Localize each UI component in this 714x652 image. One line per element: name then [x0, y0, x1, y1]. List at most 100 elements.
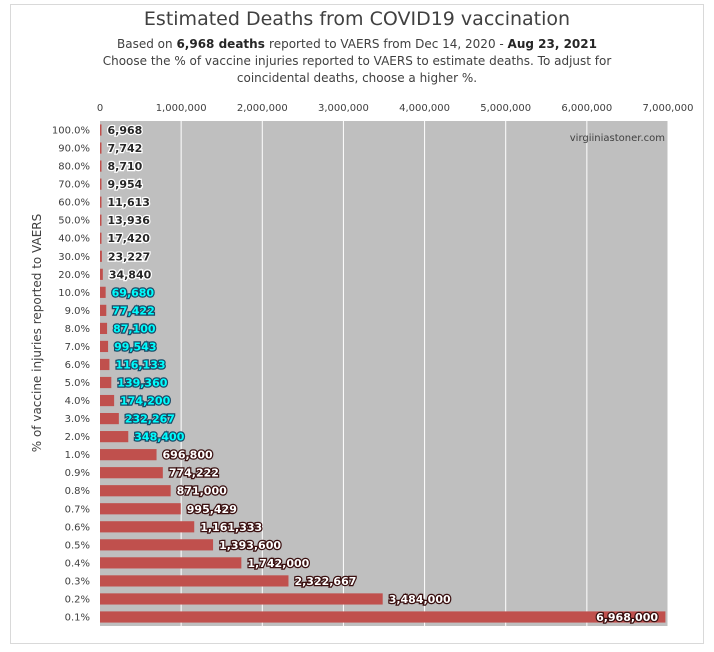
- y-tick-label: 1.0%: [65, 450, 90, 461]
- subtitle-mid: reported to VAERS from Dec 14, 2020 -: [269, 37, 508, 51]
- x-tick-label: 0: [97, 103, 103, 114]
- data-label: 232,267: [125, 413, 175, 426]
- bar: [100, 178, 102, 190]
- subtitle-date: Aug 23, 2021: [507, 37, 597, 51]
- data-label: 23,227: [108, 250, 150, 263]
- y-tick-label: 0.1%: [65, 612, 90, 623]
- bar: [100, 449, 157, 461]
- y-tick-label: 0.6%: [65, 522, 90, 533]
- data-labels: 6,968 7,742 8,710 9,954 11,613 13,936 17,420 23…: [106, 123, 659, 625]
- y-tick-label: 10.0%: [58, 288, 90, 299]
- y-tick-label: 100.0%: [52, 126, 90, 137]
- x-tick-label: 4,000,000: [399, 103, 450, 114]
- data-label: 8,710: [108, 160, 143, 173]
- bar: [100, 196, 102, 208]
- bar: [100, 593, 383, 605]
- subtitle-count: 6,968: [176, 37, 215, 51]
- bar: [100, 575, 289, 587]
- data-label: 34,840: [109, 268, 152, 281]
- data-label: 11,613: [108, 196, 150, 209]
- bar: [100, 539, 214, 551]
- y-tick-label: 30.0%: [58, 252, 90, 263]
- y-tick-label: 5.0%: [65, 378, 90, 389]
- data-label: 995,429: [187, 503, 237, 516]
- x-tick-label: 6,000,000: [561, 103, 612, 114]
- bar: [100, 268, 103, 280]
- x-tick-label: 7,000,000: [643, 103, 694, 114]
- chart-title: Estimated Deaths from COVID19 vaccinatio…: [143, 8, 571, 30]
- y-axis-label: % of vaccine injuries reported to VAERS: [30, 214, 44, 453]
- bar: [100, 322, 108, 335]
- data-label: 3,484,000: [389, 593, 451, 606]
- data-label: 774,222: [169, 467, 219, 480]
- data-label: 139,360: [117, 377, 167, 390]
- bar: [100, 394, 115, 407]
- y-tick-label: 0.4%: [65, 558, 90, 569]
- y-tick-label: 8.0%: [65, 324, 90, 335]
- x-tick-label: 1,000,000: [156, 103, 207, 114]
- y-axis-ticks: 100.0% 90.0% 80.0% 70.0% 60.0% 50.0% 40.0% 30.0…: [52, 126, 90, 624]
- bar: [100, 485, 171, 497]
- data-label: 1,742,000: [247, 557, 309, 570]
- data-label: 87,100: [113, 322, 156, 335]
- data-label: 77,422: [112, 304, 154, 317]
- bar: [100, 412, 119, 425]
- data-label: 69,680: [112, 286, 155, 299]
- bar: [100, 160, 102, 172]
- bar: [100, 467, 163, 479]
- x-axis-ticks: 0 1,000,000 2,000,000 3,000,000 4,000,000 5,0…: [97, 103, 694, 114]
- data-label: 17,420: [108, 232, 151, 245]
- y-tick-label: 4.0%: [65, 396, 90, 407]
- y-tick-label: 0.3%: [65, 576, 90, 587]
- y-tick-label: 90.0%: [58, 144, 90, 155]
- bar: [100, 304, 107, 316]
- x-tick-label: 3,000,000: [318, 103, 369, 114]
- bar: [100, 250, 102, 262]
- bar: [100, 611, 666, 623]
- x-tick-label: 5,000,000: [480, 103, 531, 114]
- data-label: 116,133: [115, 358, 165, 371]
- bar: [100, 340, 109, 353]
- data-label: 9,954: [108, 178, 143, 191]
- data-label: 7,742: [108, 142, 143, 155]
- y-tick-label: 0.8%: [65, 486, 90, 497]
- y-tick-label: 20.0%: [58, 270, 90, 281]
- y-tick-label: 80.0%: [58, 162, 90, 173]
- watermark: virgiiniastoner.com: [570, 133, 665, 144]
- subtitle-pre: Based on: [117, 37, 177, 51]
- subtitle-line-1: Based on 6,968 deaths reported to VAERS …: [0, 37, 714, 51]
- y-tick-label: 2.0%: [65, 432, 90, 443]
- y-tick-label: 0.5%: [65, 540, 90, 551]
- data-label: 99,543: [114, 340, 156, 353]
- subtitle-deaths: deaths: [218, 37, 265, 51]
- bar: [100, 521, 195, 533]
- bar: [100, 214, 102, 226]
- data-label: 1,161,333: [200, 521, 262, 534]
- bar: [100, 557, 242, 569]
- y-tick-label: 6.0%: [65, 360, 90, 371]
- y-tick-label: 3.0%: [65, 414, 90, 425]
- y-tick-label: 0.7%: [65, 504, 90, 515]
- bar: [100, 431, 129, 443]
- data-label: 6,968,000: [596, 611, 658, 624]
- subtitle-line-3: coincidental deaths, choose a higher %.: [236, 71, 478, 85]
- data-label: 6,968: [108, 124, 143, 137]
- y-tick-label: 70.0%: [58, 180, 90, 191]
- subtitle-line-2: Choose the % of vaccine injuries reporte…: [102, 54, 612, 68]
- data-label: 174,200: [120, 395, 170, 408]
- data-label: 1,393,600: [219, 539, 281, 552]
- data-label: 13,936: [108, 214, 151, 227]
- y-tick-label: 50.0%: [58, 216, 90, 227]
- data-label: 871,000: [177, 485, 227, 498]
- data-label: 2,322,667: [294, 575, 356, 588]
- y-tick-label: 0.9%: [65, 468, 90, 479]
- bar: [100, 124, 102, 136]
- y-tick-label: 0.2%: [65, 594, 90, 605]
- data-label: 348,400: [134, 431, 184, 444]
- x-tick-label: 2,000,000: [237, 103, 288, 114]
- bars: [100, 124, 666, 623]
- bar: [100, 232, 102, 244]
- bar: [100, 286, 106, 298]
- y-tick-label: 40.0%: [58, 234, 90, 245]
